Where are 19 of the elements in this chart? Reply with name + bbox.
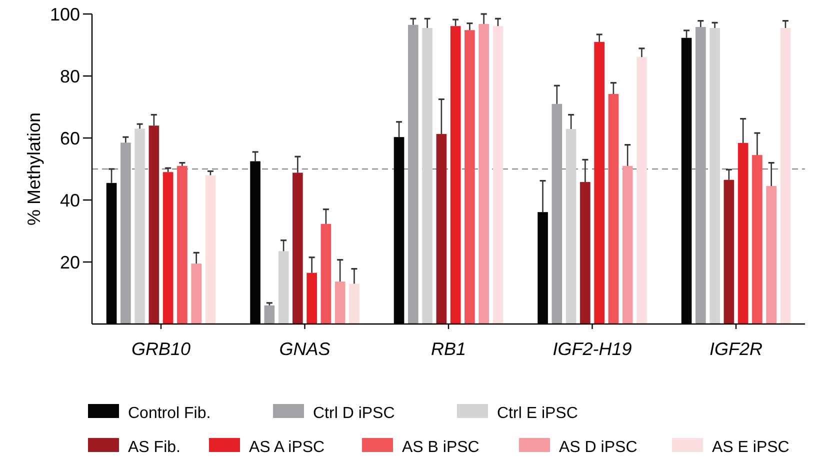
x-tick-label: GNAS (279, 339, 330, 359)
legend-label: AS E iPSC (712, 439, 790, 456)
legend-label: Ctrl E iPSC (497, 405, 578, 422)
x-tick-label: GRB10 (131, 339, 191, 359)
legend-label: AS D iPSC (559, 439, 638, 456)
y-tick-label: 60 (60, 128, 80, 148)
y-tick-label: 100 (50, 4, 80, 24)
y-tick-label: 20 (60, 252, 80, 272)
x-tick-label: IGF2R (709, 339, 763, 359)
legend-label: AS A iPSC (249, 439, 325, 456)
legend-label: Ctrl D iPSC (313, 405, 395, 422)
legend-label: Control Fib. (128, 405, 211, 422)
legend-label: AS Fib. (128, 439, 180, 456)
legend-label: AS B iPSC (402, 439, 480, 456)
y-tick-label: 40 (60, 190, 80, 210)
x-tick-label: RB1 (430, 339, 466, 359)
x-tick-label: IGF2-H19 (552, 339, 632, 359)
y-axis-title: % Methylation (24, 112, 44, 226)
y-tick-label: 80 (60, 66, 80, 86)
